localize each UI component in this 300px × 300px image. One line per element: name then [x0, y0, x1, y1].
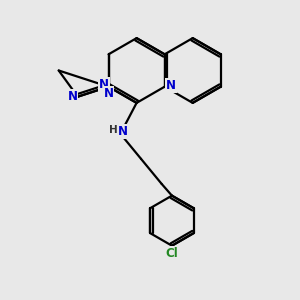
- Text: N: N: [103, 87, 113, 100]
- Text: N: N: [68, 90, 77, 103]
- Text: H: H: [109, 125, 117, 135]
- Text: N: N: [166, 79, 176, 92]
- Text: N: N: [99, 78, 109, 91]
- Text: N: N: [118, 125, 128, 138]
- Text: Cl: Cl: [166, 248, 178, 260]
